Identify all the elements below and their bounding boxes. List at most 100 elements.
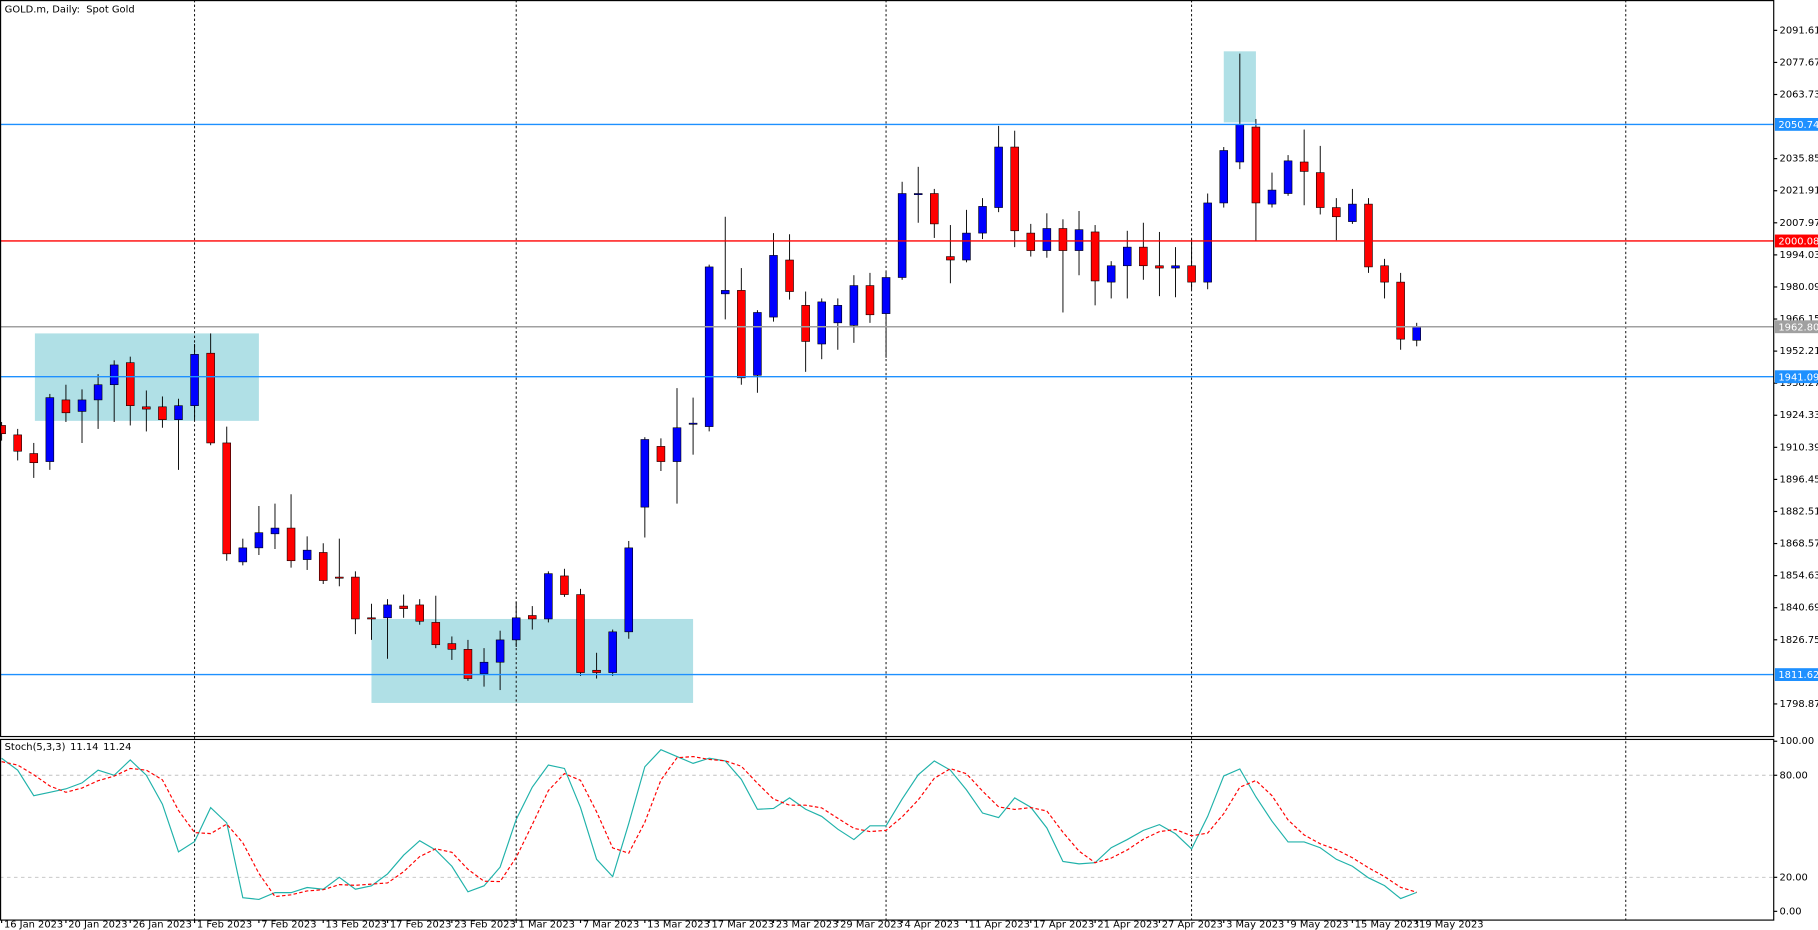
- zone-rectangle: [371, 618, 694, 703]
- candle-body: [270, 527, 280, 535]
- x-tick-label: 26 Jan 2023: [133, 920, 192, 930]
- y-tick-label: 1924.33: [1780, 410, 1818, 421]
- candle-body: [1171, 265, 1180, 269]
- candle-body: [656, 446, 666, 462]
- candle-body: [881, 277, 891, 314]
- candle-body: [61, 399, 71, 414]
- candle-body: [431, 622, 441, 646]
- price-level-tag: [1774, 320, 1818, 334]
- candle-body: [511, 617, 521, 641]
- y-tick-label: 1868.57: [1780, 539, 1818, 550]
- stoch-line: [1, 755, 1417, 898]
- candle-body: [1187, 265, 1196, 283]
- y-tick-label: 1854.63: [1780, 571, 1818, 582]
- candle-body: [528, 615, 537, 620]
- candle-body: [576, 594, 585, 673]
- x-tick-label: 13 Mar 2023: [647, 920, 710, 930]
- candle-body: [367, 617, 376, 620]
- candle-body: [785, 259, 794, 292]
- candle-body: [206, 352, 215, 444]
- candle-body: [77, 399, 87, 412]
- stoch-value: Stoch(5,3,3): [5, 742, 66, 753]
- x-tick-label: 7 Feb 2023: [261, 920, 316, 930]
- y-tick-label: 1882.51: [1780, 506, 1818, 517]
- candle-body: [158, 406, 167, 420]
- candle-body: [109, 364, 119, 386]
- candle-body: [463, 649, 473, 679]
- candle-body: [801, 305, 810, 342]
- candle-body: [302, 549, 312, 560]
- stoch-line: [1, 749, 1417, 901]
- y-tick-label: 1840.69: [1780, 603, 1818, 614]
- x-tick-label: 23 Feb 2023: [454, 920, 516, 930]
- candle-body: [913, 193, 923, 195]
- candle-body: [238, 547, 248, 563]
- candle-body: [978, 206, 987, 234]
- stoch-panel-border: [0, 738, 1775, 921]
- y-tick-label: 100.00: [1780, 736, 1815, 747]
- candle-body: [1251, 126, 1261, 204]
- candle-body: [688, 422, 698, 425]
- candle-body: [222, 442, 231, 555]
- y-tick-label: 2091.61: [1780, 25, 1818, 36]
- x-tick-label: 27 Apr 2023: [1162, 920, 1223, 930]
- y-tick-label: 1910.39: [1780, 442, 1818, 453]
- candle-body: [1283, 160, 1293, 194]
- candle-body: [737, 290, 746, 379]
- x-tick-label: 17 Apr 2023: [1033, 920, 1094, 930]
- price-level-tag: [1774, 234, 1818, 248]
- x-tick-label: 15 May 2023: [1355, 920, 1420, 930]
- main-panel-border: [0, 0, 1775, 738]
- x-tick-label: 19 May 2023: [1419, 920, 1484, 930]
- candle-body: [1123, 246, 1132, 267]
- price-level-label: 1811.62: [1778, 670, 1818, 681]
- y-tick-label: 2077.67: [1780, 57, 1818, 68]
- candle-body: [865, 285, 875, 316]
- x-tick-label: 17 Mar 2023: [711, 920, 774, 930]
- candle-body: [560, 575, 569, 595]
- candle-body: [447, 643, 457, 650]
- candle-body: [720, 290, 730, 295]
- candle-body: [994, 146, 1003, 208]
- x-tick-label: 29 Mar 2023: [840, 920, 903, 930]
- candle-body: [13, 434, 22, 452]
- x-tick-label: 17 Feb 2023: [390, 920, 452, 930]
- candle-body: [286, 527, 296, 562]
- candle-body: [1106, 265, 1116, 283]
- stoch-value: 11.14: [70, 742, 98, 753]
- x-tick-label: 23 Mar 2023: [776, 920, 839, 930]
- y-tick-label: 2035.85: [1780, 154, 1818, 165]
- candle-body: [0, 425, 6, 435]
- candle-body: [399, 605, 408, 609]
- price-level-label: 2050.74: [1778, 120, 1818, 131]
- y-tick-label: 20.00: [1780, 872, 1808, 883]
- price-level-tag: [1774, 668, 1818, 682]
- stoch-value: 11.24: [103, 742, 131, 753]
- candle-body: [254, 532, 264, 549]
- x-tick-label: 9 May 2023: [1290, 920, 1348, 930]
- x-tick-label: 20 Jan 2023: [68, 920, 127, 930]
- candle-body: [495, 639, 505, 663]
- candle-body: [318, 552, 328, 581]
- candle-body: [544, 573, 553, 620]
- price-level-tag: [1774, 370, 1818, 384]
- y-tick-label: 2063.73: [1780, 90, 1818, 101]
- y-tick-label: 1798.87: [1780, 699, 1818, 710]
- candle-body: [335, 576, 344, 579]
- candle-body: [383, 604, 392, 619]
- candle-body: [190, 354, 199, 406]
- price-level-tag: [1774, 117, 1818, 131]
- y-tick-label: 2021.91: [1780, 186, 1818, 197]
- candle-body: [174, 405, 183, 420]
- candle-body: [1026, 232, 1036, 251]
- candle-body: [1380, 265, 1389, 283]
- candle-body: [1219, 150, 1229, 204]
- stoch-title: Stoch(5,3,3) 11.14 11.24: [5, 742, 132, 753]
- y-tick-label: 1994.03: [1780, 250, 1818, 261]
- candle-body: [1348, 203, 1357, 222]
- candle-body: [1203, 202, 1212, 283]
- y-tick-label: 80.00: [1780, 770, 1808, 781]
- candle-body: [1364, 203, 1373, 268]
